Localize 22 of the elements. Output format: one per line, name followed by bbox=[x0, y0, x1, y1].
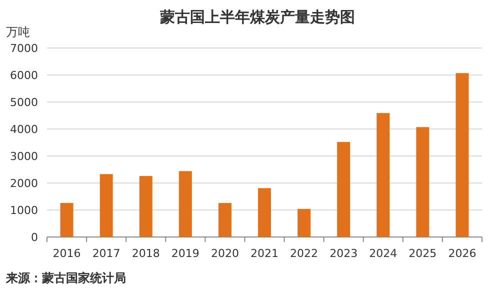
y-tick-label: 0 bbox=[31, 231, 38, 244]
y-tick-label: 3000 bbox=[10, 150, 38, 163]
ylabel: 万吨 bbox=[6, 25, 30, 39]
x-tick-label: 2020 bbox=[210, 247, 239, 260]
x-tick-label: 2022 bbox=[290, 247, 318, 260]
x-tick-label: 2024 bbox=[369, 247, 398, 260]
y-tick-label: 4000 bbox=[10, 123, 38, 136]
title: 蒙古国上半年煤炭产量走势图 bbox=[160, 8, 355, 26]
x-tick-label: 2021 bbox=[250, 247, 278, 260]
x-tick-label: 2025 bbox=[408, 247, 437, 260]
x-tick-label: 2023 bbox=[330, 247, 358, 260]
y-tick-label: 5000 bbox=[10, 96, 38, 109]
y-tick-label: 2000 bbox=[10, 177, 38, 190]
y-tick-label: 1000 bbox=[10, 204, 38, 217]
x-tick-label: 2026 bbox=[448, 247, 476, 260]
x-tick-label: 2017 bbox=[92, 247, 120, 260]
x-tick-label: 2016 bbox=[52, 247, 81, 260]
x-tick-label: 2019 bbox=[171, 247, 200, 260]
y-tick-label: 6000 bbox=[10, 69, 38, 82]
x-tick-label: 2018 bbox=[132, 247, 160, 260]
y-tick-label: 7000 bbox=[10, 42, 38, 55]
source-note: 来源：蒙古国家统计局 bbox=[5, 271, 126, 285]
